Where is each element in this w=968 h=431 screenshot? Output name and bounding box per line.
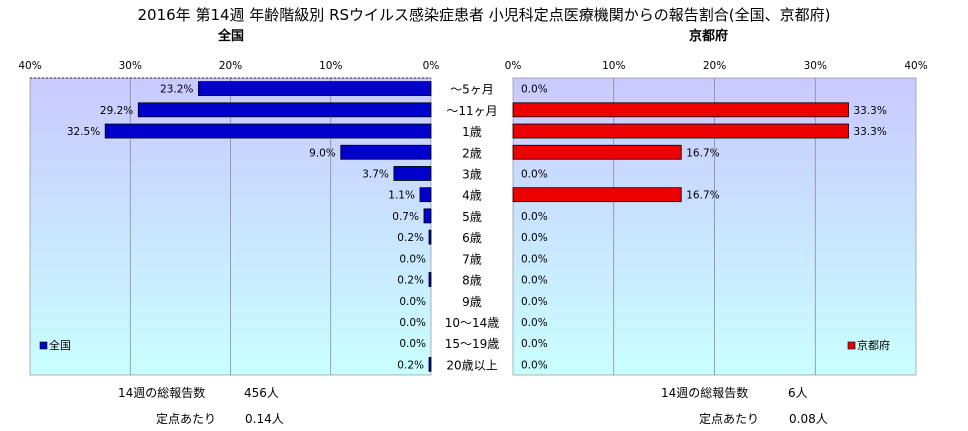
kyoto-bar-label: 0.0% (521, 275, 548, 287)
kyoto-total-row: 14週の総報告数 6人 (661, 384, 808, 401)
kyoto-bar-label: 0.0% (521, 296, 548, 308)
age-category-label: 5歳 (462, 210, 482, 224)
national-bar-label: 0.2% (397, 232, 424, 244)
age-category-label: 6歳 (462, 231, 482, 245)
national-bar-label: 23.2% (160, 84, 193, 96)
national-bar-label: 0.0% (399, 338, 426, 350)
chart-title: 2016年 第14週 年齢階級別 RSウイルス感染症患者 小児科定点医療機関から… (137, 6, 831, 24)
kyoto-bar-label: 0.0% (521, 211, 548, 223)
left-axis-tick-label: 40% (18, 60, 41, 72)
age-category-label: 20歳以上 (446, 358, 497, 372)
kyoto-per-value: 0.08人 (789, 412, 828, 426)
right-axis-tick-label: 20% (703, 60, 726, 72)
right-axis-tick-label: 0% (505, 60, 522, 72)
kyoto-legend-label: 京都府 (857, 338, 890, 352)
kyoto-per-label: 定点あたり (699, 412, 760, 426)
kyoto-bar (512, 123, 849, 139)
national-bar-label: 0.0% (399, 317, 426, 329)
right-axis-tick-label: 40% (904, 60, 927, 72)
national-bar-label: 0.0% (399, 296, 426, 308)
age-category-label: 8歳 (462, 274, 482, 288)
national-total-row: 14週の総報告数 456人 (118, 384, 279, 401)
kyoto-bar (512, 102, 849, 118)
left-panel-title: 全国 (218, 29, 245, 44)
age-category-label: 10～14歳 (445, 316, 500, 330)
age-category-label: 4歳 (462, 189, 482, 203)
left-axis-tick-label: 30% (119, 60, 142, 72)
national-bar (423, 208, 432, 224)
national-bar (137, 102, 432, 118)
kyoto-total-label: 14週の総報告数 (661, 386, 749, 400)
kyoto-bar-label: 16.7% (686, 190, 719, 202)
kyoto-bar (512, 187, 682, 203)
kyoto-bar-label: 33.3% (853, 126, 886, 138)
age-category-label: 7歳 (462, 252, 482, 266)
national-total-label: 14週の総報告数 (118, 386, 206, 400)
left-axis-tick-label: 0% (423, 60, 440, 72)
left-axis-tick-label: 20% (219, 60, 242, 72)
national-per-value: 0.14人 (245, 412, 284, 426)
kyoto-bar-label: 33.3% (853, 105, 886, 117)
left-axis-tick-label: 10% (319, 60, 342, 72)
national-bar-label: 1.1% (388, 190, 415, 202)
national-per-row: 定点あたり 0.14人 (156, 410, 284, 427)
kyoto-total-value: 6人 (788, 386, 808, 400)
kyoto-bar-label: 0.0% (521, 253, 548, 265)
national-bar-label: 0.7% (392, 211, 419, 223)
right-axis-tick-label: 30% (804, 60, 827, 72)
national-bar (428, 356, 432, 372)
age-category-label: 9歳 (462, 295, 482, 309)
age-category-label: ～11ヶ月 (446, 104, 497, 118)
national-bar (419, 187, 432, 203)
kyoto-bar-label: 0.0% (521, 317, 548, 329)
national-bar (393, 166, 432, 181)
national-bar-label: 9.0% (309, 147, 336, 159)
kyoto-bar-label: 0.0% (521, 168, 548, 180)
national-per-label: 定点あたり (156, 412, 217, 426)
national-bar-label: 32.5% (67, 126, 100, 138)
national-bar-label: 29.2% (100, 105, 133, 117)
kyoto-bar-label: 0.0% (521, 84, 548, 96)
national-bar (428, 272, 432, 287)
kyoto-legend-swatch (847, 341, 856, 350)
kyoto-bar-label: 0.0% (521, 232, 548, 244)
national-bar-label: 3.7% (362, 168, 389, 180)
kyoto-bar (512, 144, 682, 160)
age-category-label: 1歳 (462, 125, 482, 139)
national-bar-label: 0.2% (397, 359, 424, 371)
national-total-value: 456人 (244, 386, 279, 400)
national-legend-label: 全国 (49, 338, 71, 352)
national-legend-swatch (39, 341, 48, 350)
national-bar (104, 123, 432, 139)
kyoto-bar-label: 0.0% (521, 359, 548, 371)
kyoto-bar-label: 0.0% (521, 338, 548, 350)
kyoto-bar-label: 16.7% (686, 147, 719, 159)
right-panel-title: 京都府 (689, 29, 729, 44)
age-category-label: ～5ヶ月 (450, 83, 494, 97)
age-category-label: 2歳 (462, 146, 482, 160)
kyoto-per-row: 定点あたり 0.08人 (699, 410, 828, 427)
national-bar (340, 144, 432, 160)
age-category-label: 3歳 (462, 167, 482, 181)
national-bar-label: 0.2% (397, 275, 424, 287)
national-bar (428, 229, 432, 245)
national-bar (198, 81, 432, 97)
national-bar-label: 0.0% (399, 253, 426, 265)
right-axis-tick-label: 10% (602, 60, 625, 72)
age-category-label: 15～19歳 (445, 337, 500, 351)
